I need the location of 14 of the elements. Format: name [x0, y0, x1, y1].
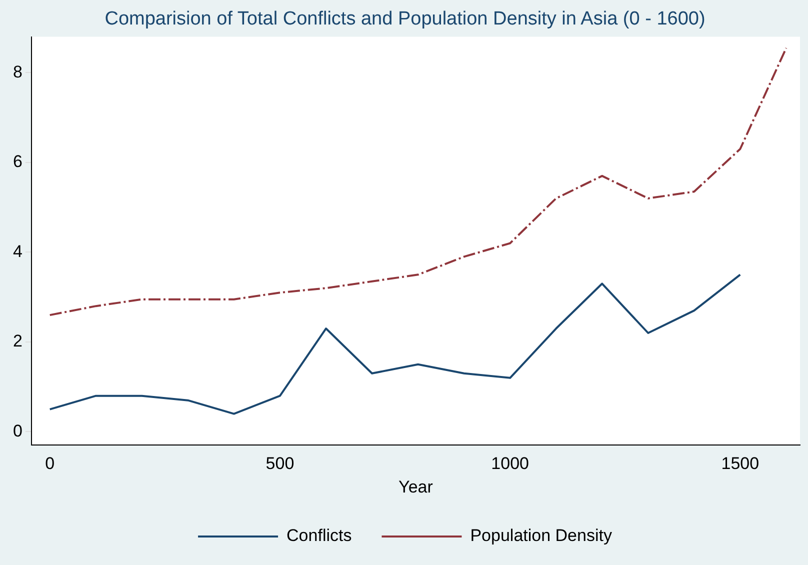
- legend-label: Conflicts: [286, 526, 352, 546]
- y-tick-label: 0: [12, 421, 22, 440]
- x-axis-title: Year: [398, 477, 434, 496]
- x-tick-label: 1000: [491, 454, 529, 474]
- y-tick-label: 6: [12, 152, 22, 172]
- x-tick-label: 0: [45, 454, 55, 474]
- y-tick-label: 2: [12, 332, 22, 351]
- chart-title: Comparision of Total Conflicts and Population Density in Asia (0 - 1600): [104, 8, 706, 30]
- line-series: [48, 47, 788, 316]
- legend-label: Population Density: [470, 526, 612, 546]
- x-tick-label: 500: [266, 454, 294, 474]
- x-tick-label: 1500: [721, 454, 760, 474]
- y-tick-label: 8: [12, 62, 22, 82]
- y-tick-label: 4: [12, 242, 22, 261]
